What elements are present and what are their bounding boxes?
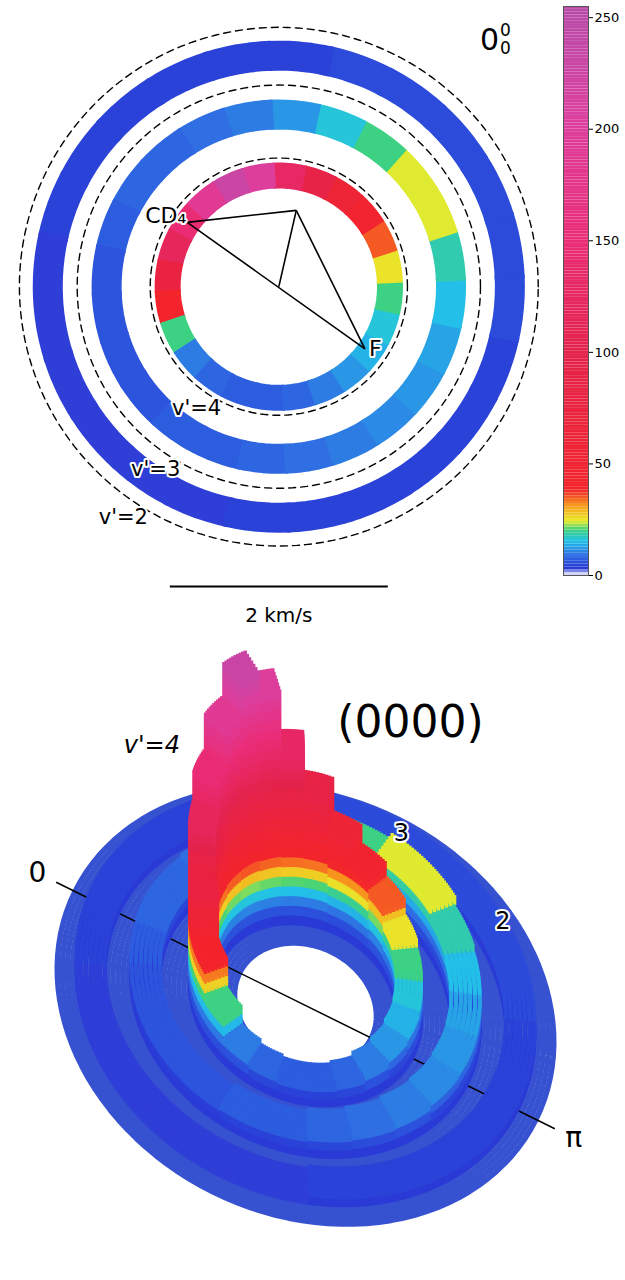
svg-text:0: 0: [595, 568, 603, 583]
svg-text:2 km/s: 2 km/s: [245, 603, 312, 627]
svg-text:F: F: [369, 336, 382, 361]
svg-text:v'=4: v'=4: [124, 731, 180, 759]
svg-text:2: 2: [495, 907, 510, 935]
svg-text:50: 50: [595, 456, 612, 471]
html-text:0: 0: [480, 22, 500, 58]
html-text:0: 0: [500, 37, 511, 58]
html-text:0: 0: [500, 20, 511, 40]
svg-text:π: π: [565, 1121, 582, 1154]
svg-text:250: 250: [595, 10, 620, 25]
svg-text:v'=4: v'=4: [172, 396, 221, 420]
svg-text:(0000): (0000): [337, 696, 483, 747]
svg-text:0: 0: [28, 856, 46, 889]
svg-text:CD₄: CD₄: [145, 203, 186, 228]
svg-text:150: 150: [595, 233, 620, 248]
svg-text:v'=3: v'=3: [131, 457, 180, 481]
svg-text:100: 100: [595, 345, 620, 360]
svg-text:v'=2: v'=2: [99, 505, 148, 529]
svg-text:200: 200: [595, 121, 620, 136]
svg-text:3: 3: [394, 819, 409, 847]
